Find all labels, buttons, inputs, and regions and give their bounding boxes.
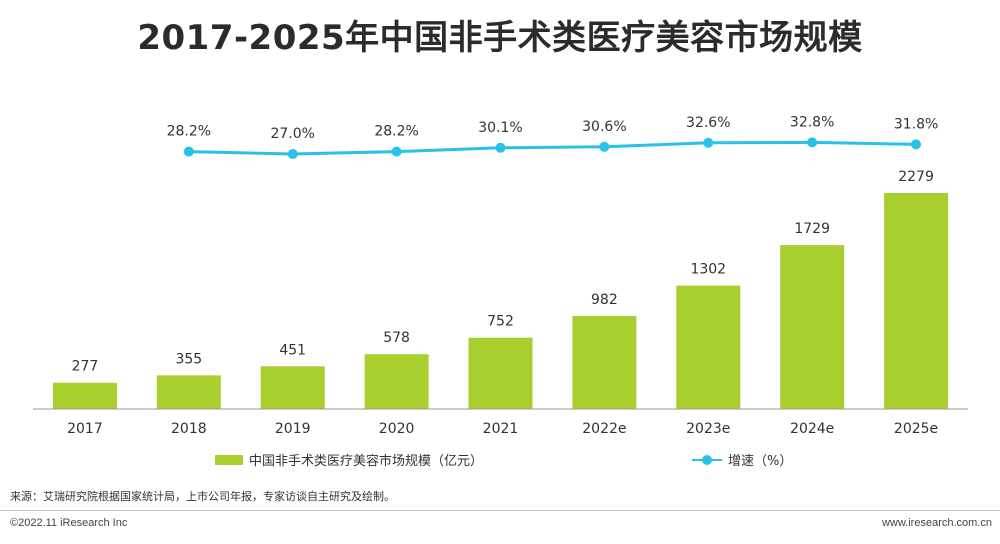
- growth-value-label: 30.6%: [582, 119, 626, 135]
- legend-line-label: 增速（%）: [728, 454, 793, 469]
- growth-value-label: 31.8%: [894, 116, 938, 132]
- bar-value-label: 752: [487, 314, 514, 330]
- growth-point-2018: [183, 146, 194, 157]
- bar-value-label: 451: [279, 342, 306, 358]
- growth-point-2021: [495, 142, 506, 153]
- bar-2020: [364, 354, 429, 409]
- growth-point-2025e: [911, 139, 922, 150]
- x-tick-label: 2017: [67, 421, 103, 437]
- growth-point-2024e: [807, 137, 818, 148]
- x-tick-label: 2020: [379, 421, 415, 437]
- growth-value-label: 32.6%: [686, 115, 730, 131]
- bar-2024e: [780, 245, 845, 409]
- bar-2018: [156, 375, 221, 409]
- copyright-text: ©2022.11 iResearch Inc: [10, 517, 128, 529]
- legend-line-swatch: [692, 454, 722, 465]
- bars-layer: 277 355 451 578 752 982 1302 1729 2279: [52, 169, 949, 409]
- growth-value-label: 32.8%: [790, 114, 834, 130]
- bar-value-label: 1302: [690, 262, 726, 278]
- x-tick-label: 2024e: [790, 421, 834, 437]
- growth-point-2022e: [599, 141, 610, 152]
- x-tick-label: 2018: [171, 421, 207, 437]
- x-tick-label: 2022e: [582, 421, 626, 437]
- chart-title: 2017-2025年中国非手术类医疗美容市场规模: [137, 18, 863, 58]
- legend-bar-label: 中国非手术类医疗美容市场规模（亿元）: [249, 454, 484, 469]
- legend: 中国非手术类医疗美容市场规模（亿元） 增速（%）: [0, 450, 1000, 472]
- bar-2017: [52, 382, 117, 409]
- bar-value-label: 2279: [898, 169, 934, 185]
- footer-divider: [0, 510, 1000, 511]
- legend-item-bar: 中国非手术类医疗美容市场规模（亿元）: [215, 450, 483, 469]
- growth-point-2023e: [703, 137, 714, 148]
- bar-2019: [260, 366, 325, 409]
- website-text: www.iresearch.com.cn: [881, 517, 992, 529]
- x-tick-label: 2019: [275, 421, 311, 437]
- bar-value-label: 277: [72, 359, 99, 375]
- legend-item-line: 增速（%）: [692, 450, 792, 469]
- growth-point-2019: [287, 149, 298, 159]
- bar-value-label: 355: [175, 351, 202, 367]
- growth-value-label: 28.2%: [374, 124, 418, 140]
- growth-line: [188, 140, 917, 156]
- bar-value-label: 982: [591, 292, 618, 308]
- axis-layer: 2017 2018 2019 2020 2021 2022e 2023e 2024e 2025e: [33, 408, 968, 437]
- chart-canvas: 277 355 451 578 752 982 1302 1729 2279 28.2% 27.0…: [33, 114, 968, 437]
- bar-2025e: [884, 193, 949, 409]
- growth-value-label: 28.2%: [167, 124, 211, 140]
- growth-value-label: 30.1%: [478, 120, 522, 136]
- source-note: 来源：艾瑞研究院根据国家统计局，上市公司年报，专家访谈自主研究及绘制。: [10, 490, 395, 503]
- x-tick-label: 2023e: [686, 421, 730, 437]
- growth-point-2020: [391, 146, 402, 157]
- legend-bar-swatch: [215, 454, 243, 465]
- x-tick-label: 2021: [483, 421, 519, 437]
- line-layer: 28.2% 27.0% 28.2% 30.1% 30.6% 32.6% 32.8% 31.8%: [167, 114, 938, 159]
- bar-2021: [468, 337, 533, 409]
- growth-value-label: 27.0%: [270, 126, 314, 142]
- bar-value-label: 1729: [794, 221, 830, 237]
- bar-value-label: 578: [383, 330, 410, 346]
- bar-2022e: [572, 315, 637, 409]
- bar-2023e: [676, 285, 741, 409]
- x-tick-label: 2025e: [894, 421, 938, 437]
